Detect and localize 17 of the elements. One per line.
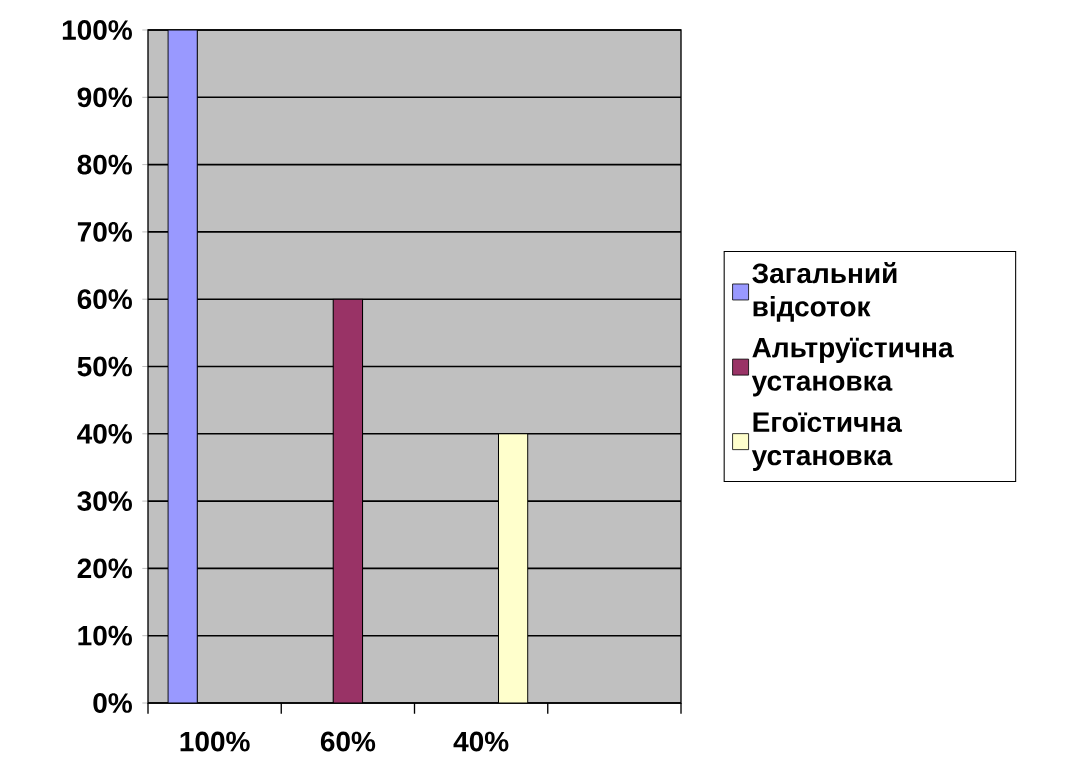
y-tick-label: 80% xyxy=(77,154,132,175)
x-tick-label: 40% xyxy=(453,731,509,752)
legend-label: Загальний відсоток xyxy=(752,262,897,322)
legend-label: Альтруїстична установка xyxy=(751,337,954,397)
x-tick-label: 100% xyxy=(180,731,250,752)
y-tick-label: 10% xyxy=(78,625,132,646)
y-tick-label: 70% xyxy=(77,221,132,242)
y-tick-label: 0% xyxy=(93,693,132,713)
y-tick-label: 90% xyxy=(77,87,132,108)
x-tick-label: 60% xyxy=(320,731,376,752)
y-tick-label: 100% xyxy=(62,20,132,40)
y-tick-label: 50% xyxy=(77,356,132,377)
y-tick-label: 60% xyxy=(77,289,132,310)
y-tick-label: 40% xyxy=(77,423,132,444)
y-tick-label: 30% xyxy=(77,491,132,512)
legend-label: Егоїстична установка xyxy=(751,412,903,471)
y-tick-label: 20% xyxy=(77,558,132,579)
